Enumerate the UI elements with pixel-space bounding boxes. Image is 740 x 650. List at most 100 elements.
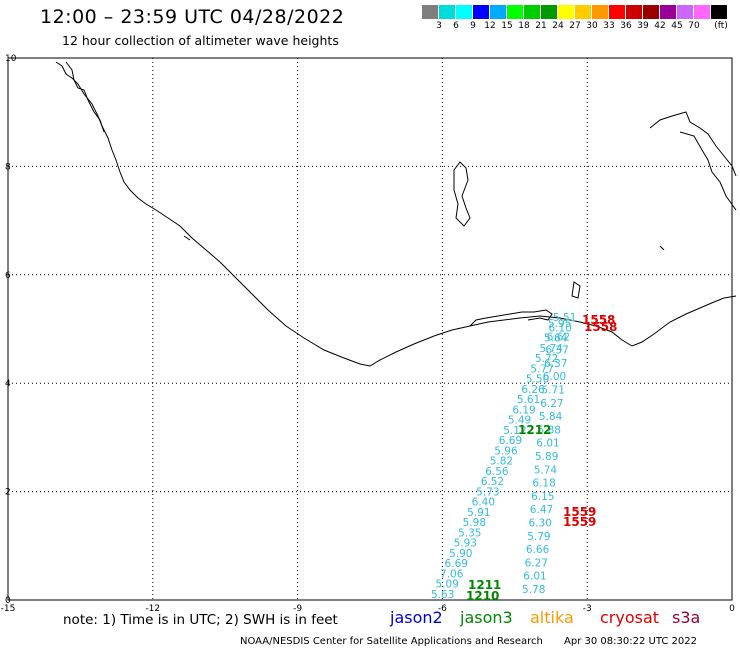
legend-jason2: jason2	[390, 608, 443, 627]
scale-swatch	[677, 5, 694, 19]
map-frame	[7, 57, 733, 601]
scale-swatch	[490, 5, 507, 19]
scale-label: 36	[620, 21, 632, 31]
x-tick-label: -15	[1, 604, 16, 614]
swh-value: 6.30	[529, 518, 552, 530]
swh-value: 6.52	[481, 476, 504, 488]
swh-value: 5.61	[517, 394, 540, 406]
scale-swatch	[541, 5, 558, 19]
swh-value: 5.82	[490, 456, 513, 468]
map-grid: -15 -12 -9 -6 -3 0 0 2 4 6 8 10	[1, 54, 735, 614]
swh-value: 5.98	[463, 517, 486, 529]
swh-value: 5.73	[476, 486, 499, 498]
credit-org: NOAA/NESDIS Center for Satellite Applica…	[240, 636, 543, 647]
swh-value: 5.88	[538, 424, 561, 436]
swh-value: 5.63	[431, 589, 454, 601]
pass-time-label: 1558	[584, 320, 617, 334]
scale-label: 18	[518, 21, 530, 31]
swh-value: 6.00	[543, 371, 566, 383]
scale-label: 70	[688, 21, 700, 31]
swh-value: 6.18	[532, 478, 555, 490]
swh-value: 6.47	[530, 504, 553, 516]
swh-value: 5.49	[508, 415, 531, 427]
scale-label: 30	[586, 21, 598, 31]
pass-time-label: 1559	[563, 515, 596, 529]
x-tick-label: -6	[438, 604, 447, 614]
map-subtitle: 12 hour collection of altimeter wave hei…	[62, 33, 339, 48]
swh-value: 7.06	[440, 568, 464, 580]
swh-value: 6.62	[547, 331, 570, 343]
swh-value: 5.91	[467, 507, 490, 519]
pass-time-label: 1212	[518, 423, 551, 437]
scale-swatch	[439, 5, 456, 19]
scale-label: 33	[603, 21, 615, 31]
swh-value: 6.15	[531, 491, 554, 503]
swh-value: 6.69	[445, 558, 468, 570]
swh-value: 6.01	[523, 571, 546, 583]
coastline	[55, 61, 737, 367]
swh-value: 5.12	[503, 425, 526, 437]
swh-value: 5.72	[535, 353, 558, 365]
swh-value: 5.09	[436, 579, 459, 591]
pass-time-label: 1210	[466, 589, 499, 603]
footer-credit: NOAA/NESDIS Center for Satellite Applica…	[240, 636, 697, 647]
color-scale-labels: 3 6 9 12 15 18 21 24 27 30 33 36 39 42 45 70 (ft)	[422, 21, 740, 35]
swh-value: 6.40	[472, 497, 495, 509]
swh-value: 5.95	[548, 318, 571, 330]
swh-value: 5.74	[534, 464, 558, 476]
scale-swatch	[643, 5, 660, 19]
swh-value: 5.71	[542, 385, 565, 397]
swh-value: 5.90	[449, 548, 472, 560]
swh-value: 6.19	[512, 404, 535, 416]
swh-value: 5.51	[553, 312, 576, 324]
swh-value: 5.35	[458, 527, 481, 539]
legend-cryosat: cryosat	[600, 608, 660, 627]
swh-value: 6.01	[536, 438, 559, 450]
scale-swatch	[626, 5, 643, 19]
scale-swatch	[422, 5, 439, 19]
swh-value: 6.10	[548, 322, 571, 334]
swh-value: 5.93	[454, 538, 477, 550]
legend-altika: altika	[530, 608, 574, 627]
pass-time-label: 1558	[582, 313, 615, 327]
swh-value: 5.84	[539, 411, 563, 423]
scale-label: 45	[671, 21, 683, 31]
y-tick-label: 0	[5, 596, 11, 606]
swh-value: 5.50	[526, 374, 549, 386]
swh-value: 6.66	[526, 544, 550, 556]
scale-swatch	[507, 5, 524, 19]
swh-value: 6.26	[521, 384, 545, 396]
scale-swatch	[473, 5, 490, 19]
y-tick-label: 6	[5, 271, 11, 281]
swh-value: 6.27	[540, 398, 563, 410]
swh-value: 5.78	[522, 584, 545, 596]
scale-swatch	[524, 5, 541, 19]
pass-time-label: 1559	[563, 505, 596, 519]
scale-label: 24	[552, 21, 564, 31]
scale-label: 15	[501, 21, 513, 31]
x-tick-label: 0	[729, 604, 735, 614]
x-tick-label: -9	[293, 604, 302, 614]
scale-swatch	[609, 5, 626, 19]
scale-label: 21	[535, 21, 547, 31]
swh-value: 6.56	[485, 466, 509, 478]
legend-s3a: s3a	[672, 608, 701, 627]
swh-value: 5.64	[544, 333, 568, 345]
scale-swatch	[575, 5, 592, 19]
generated-time: Apr 30 08:30:22 UTC 2022	[564, 636, 697, 647]
legend-jason3: jason3	[460, 608, 513, 627]
map-title: 12:00 – 23:59 UTC 04/28/2022	[40, 6, 345, 28]
scale-swatch	[456, 5, 473, 19]
observation-track-a: 5.635.097.066.695.905.935.355.985.916.40…	[431, 312, 576, 601]
swh-value: 5.74	[539, 343, 563, 355]
scale-label: 9	[470, 21, 476, 31]
swh-value: 5.89	[535, 451, 558, 463]
swh-value: 5.96	[494, 445, 518, 457]
scale-label: 3	[436, 21, 442, 31]
swh-value: 5.79	[527, 531, 550, 543]
scale-swatch	[558, 5, 575, 19]
scale-swatch	[660, 5, 677, 19]
wave-height-color-scale	[422, 5, 728, 19]
